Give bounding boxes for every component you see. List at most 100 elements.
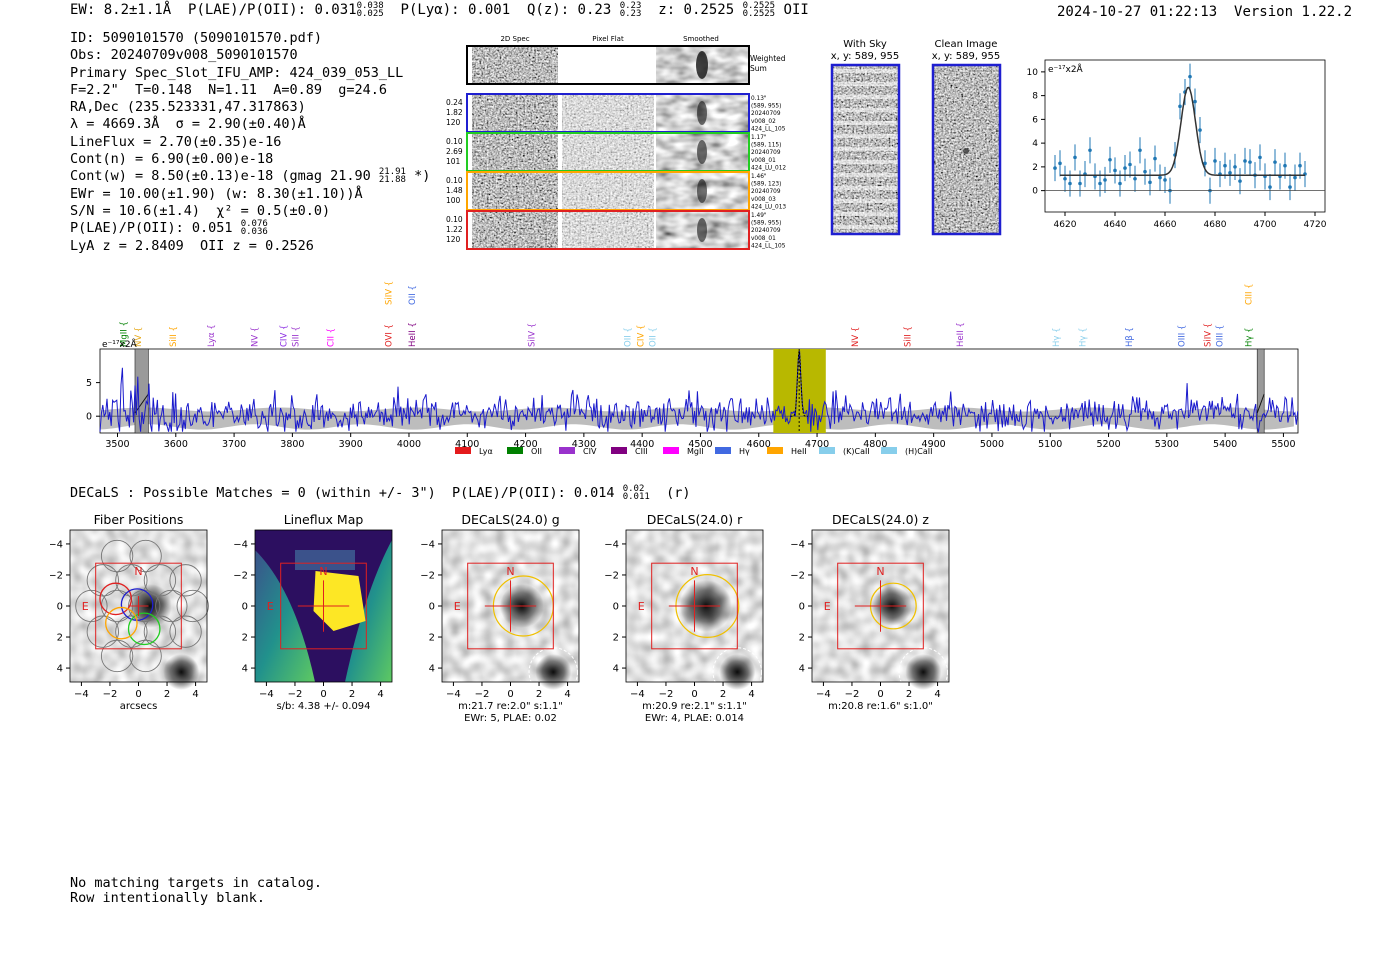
fiber-circle [86, 564, 119, 597]
panel-x-tick-label: 0 [507, 689, 513, 700]
row-2d-spec [472, 211, 558, 249]
fit-data-point [1268, 185, 1272, 189]
timestamp: 2024-10-27 01:22:13 [1057, 4, 1218, 20]
spectrum-flux-line [99, 350, 1299, 434]
east-label: E [267, 600, 274, 613]
neighbor-source [719, 654, 756, 690]
panel-x-tick-label: 2 [349, 689, 355, 700]
panel-x-tick-label: −2 [845, 689, 860, 700]
spectral-line-label: CII { [326, 328, 336, 347]
fit-data-point [1283, 163, 1287, 168]
note-blank: Row intentionally blank. [70, 890, 266, 906]
panel-x-tick-label: 2 [720, 689, 726, 700]
legend-swatch [611, 447, 627, 454]
row-left-value: 1.82 [446, 108, 463, 117]
spectrum-x-tick-label: 5300 [1155, 439, 1179, 450]
spectral-line-label: OII { [624, 327, 634, 347]
panel-title: DECaLS(24.0) z [832, 512, 929, 527]
version: Version 1.22.2 [1234, 4, 1353, 20]
imaging-panels: Fiber Positions N E −4 4 −2 2 0 0 2 −2 4 −4 arcsecs Li… [50, 512, 950, 724]
fit-y-tick-label: 4 [1032, 139, 1038, 149]
spectral-line-label: SiII { [903, 326, 913, 347]
spectral-line-label: MgII { [119, 321, 129, 347]
header-meta: 2024-10-27 01:22:13 Version 1.22.2 [1057, 4, 1352, 20]
fit-data-point [1188, 74, 1192, 79]
panel-x-tick-label: 4 [377, 689, 383, 700]
panel-y-tick-label: −4 [604, 539, 619, 550]
row-left-value: 0.10 [446, 176, 463, 185]
plae-bounds: 0.038 0.025 [356, 1, 384, 19]
spectral-line-label: Hγ { [1078, 327, 1088, 347]
fit-data-point [1198, 128, 1202, 132]
row-right-value: 20240709 [751, 189, 781, 195]
col-pixel-flat: Pixel Flat [592, 35, 624, 43]
spectral-line-label: Hγ { [1244, 327, 1254, 347]
fit-data-point [1088, 148, 1092, 153]
fiber-circle [75, 589, 108, 623]
spectrum-x-tick-label: 4400 [630, 439, 654, 450]
sky-stripe [832, 95, 899, 99]
catalog-notes: No matching targets in catalog. Row inten… [70, 876, 322, 906]
spectral-line-label: SiIV { [527, 323, 537, 347]
info-lyaz: LyA z = 2.8409 OII z = 0.2526 [70, 237, 314, 254]
spectrum-x-tick-label: 4000 [397, 439, 421, 450]
spectral-line-label: SiIV { [1204, 323, 1214, 347]
panel-y-tick-label: 0 [429, 602, 435, 613]
sky-stripe [832, 173, 899, 177]
spectrum-error-band [100, 407, 1294, 430]
row-pixel-flat [562, 94, 654, 132]
with-sky-coords: x, y: 589, 955 [831, 51, 900, 62]
panel-y-tick-label: 4 [613, 664, 619, 675]
full-spectrum-chart: MgII {NV {SiII {Lyα {NV {CIV {SiII {CII … [86, 281, 1299, 456]
row-right-value: 424_LU_012 [751, 165, 786, 171]
qz-value: Q(z): 0.23 [526, 2, 612, 18]
panel-x-tick-label: 0 [135, 689, 141, 700]
row-2d-spec [472, 172, 558, 210]
info-radec: RA,Dec (235.523331,47.317863) [70, 99, 306, 116]
panel-x-tick-label: −4 [446, 689, 461, 700]
fit-x-tick-label: 4680 [1204, 220, 1227, 230]
lineflux-region [295, 550, 355, 570]
neighbor-source [905, 654, 942, 690]
row-right-value: v008_01 [751, 158, 776, 164]
fit-data-point [1238, 179, 1242, 183]
fit-data-point [1248, 160, 1252, 164]
sky-stripe [832, 186, 899, 190]
panel-y-tick-label: 0 [613, 602, 619, 613]
fiber-orange [105, 606, 138, 640]
panel-y-tick-label: −2 [50, 570, 63, 581]
spectrum-x-tick-label: 4900 [922, 439, 946, 450]
panel-y-tick-label: 2 [242, 633, 248, 644]
panel-title: DECaLS(24.0) r [647, 512, 743, 527]
spectral-line-label: HeII { [408, 322, 418, 347]
fit-data-point [1148, 180, 1152, 185]
info-contn: Cont(n) = 6.90(±0.00)e-18 [70, 151, 274, 168]
info-obs: Obs: 20240709v008_5090101570 [70, 47, 298, 64]
spectral-line-label: NV { [851, 327, 861, 347]
spectrum-y-tick-label: 5 [86, 378, 92, 389]
legend-swatch [767, 447, 783, 454]
fiber-circle [100, 639, 134, 673]
fit-y-tick-label: 0 [1032, 187, 1038, 197]
spectrum-x-tick-label: 3800 [280, 439, 304, 450]
fit-data-point [1143, 169, 1147, 174]
fit-x-tick-label: 4700 [1254, 220, 1277, 230]
search-box [95, 562, 182, 650]
north-label: N [876, 565, 884, 578]
fit-data-point [1053, 166, 1057, 170]
fit-data-point [1153, 156, 1157, 161]
panel-y-tick-label: 4 [242, 664, 248, 675]
spectrum-x-tick-label: 4200 [513, 439, 537, 450]
row-left-value: 101 [446, 157, 461, 166]
panel-x-tick-label: −2 [659, 689, 674, 700]
spectrum-x-tick-label: 3600 [164, 439, 188, 450]
row-right-value: 20240709 [751, 111, 781, 117]
col-smoothed: Smoothed [683, 35, 719, 43]
panel-x-tick-label: 4 [934, 689, 940, 700]
east-label: E [454, 600, 461, 613]
with-sky-title: With Sky [843, 39, 887, 50]
fiber-green [127, 612, 161, 646]
legend-label: HeII [791, 447, 807, 456]
